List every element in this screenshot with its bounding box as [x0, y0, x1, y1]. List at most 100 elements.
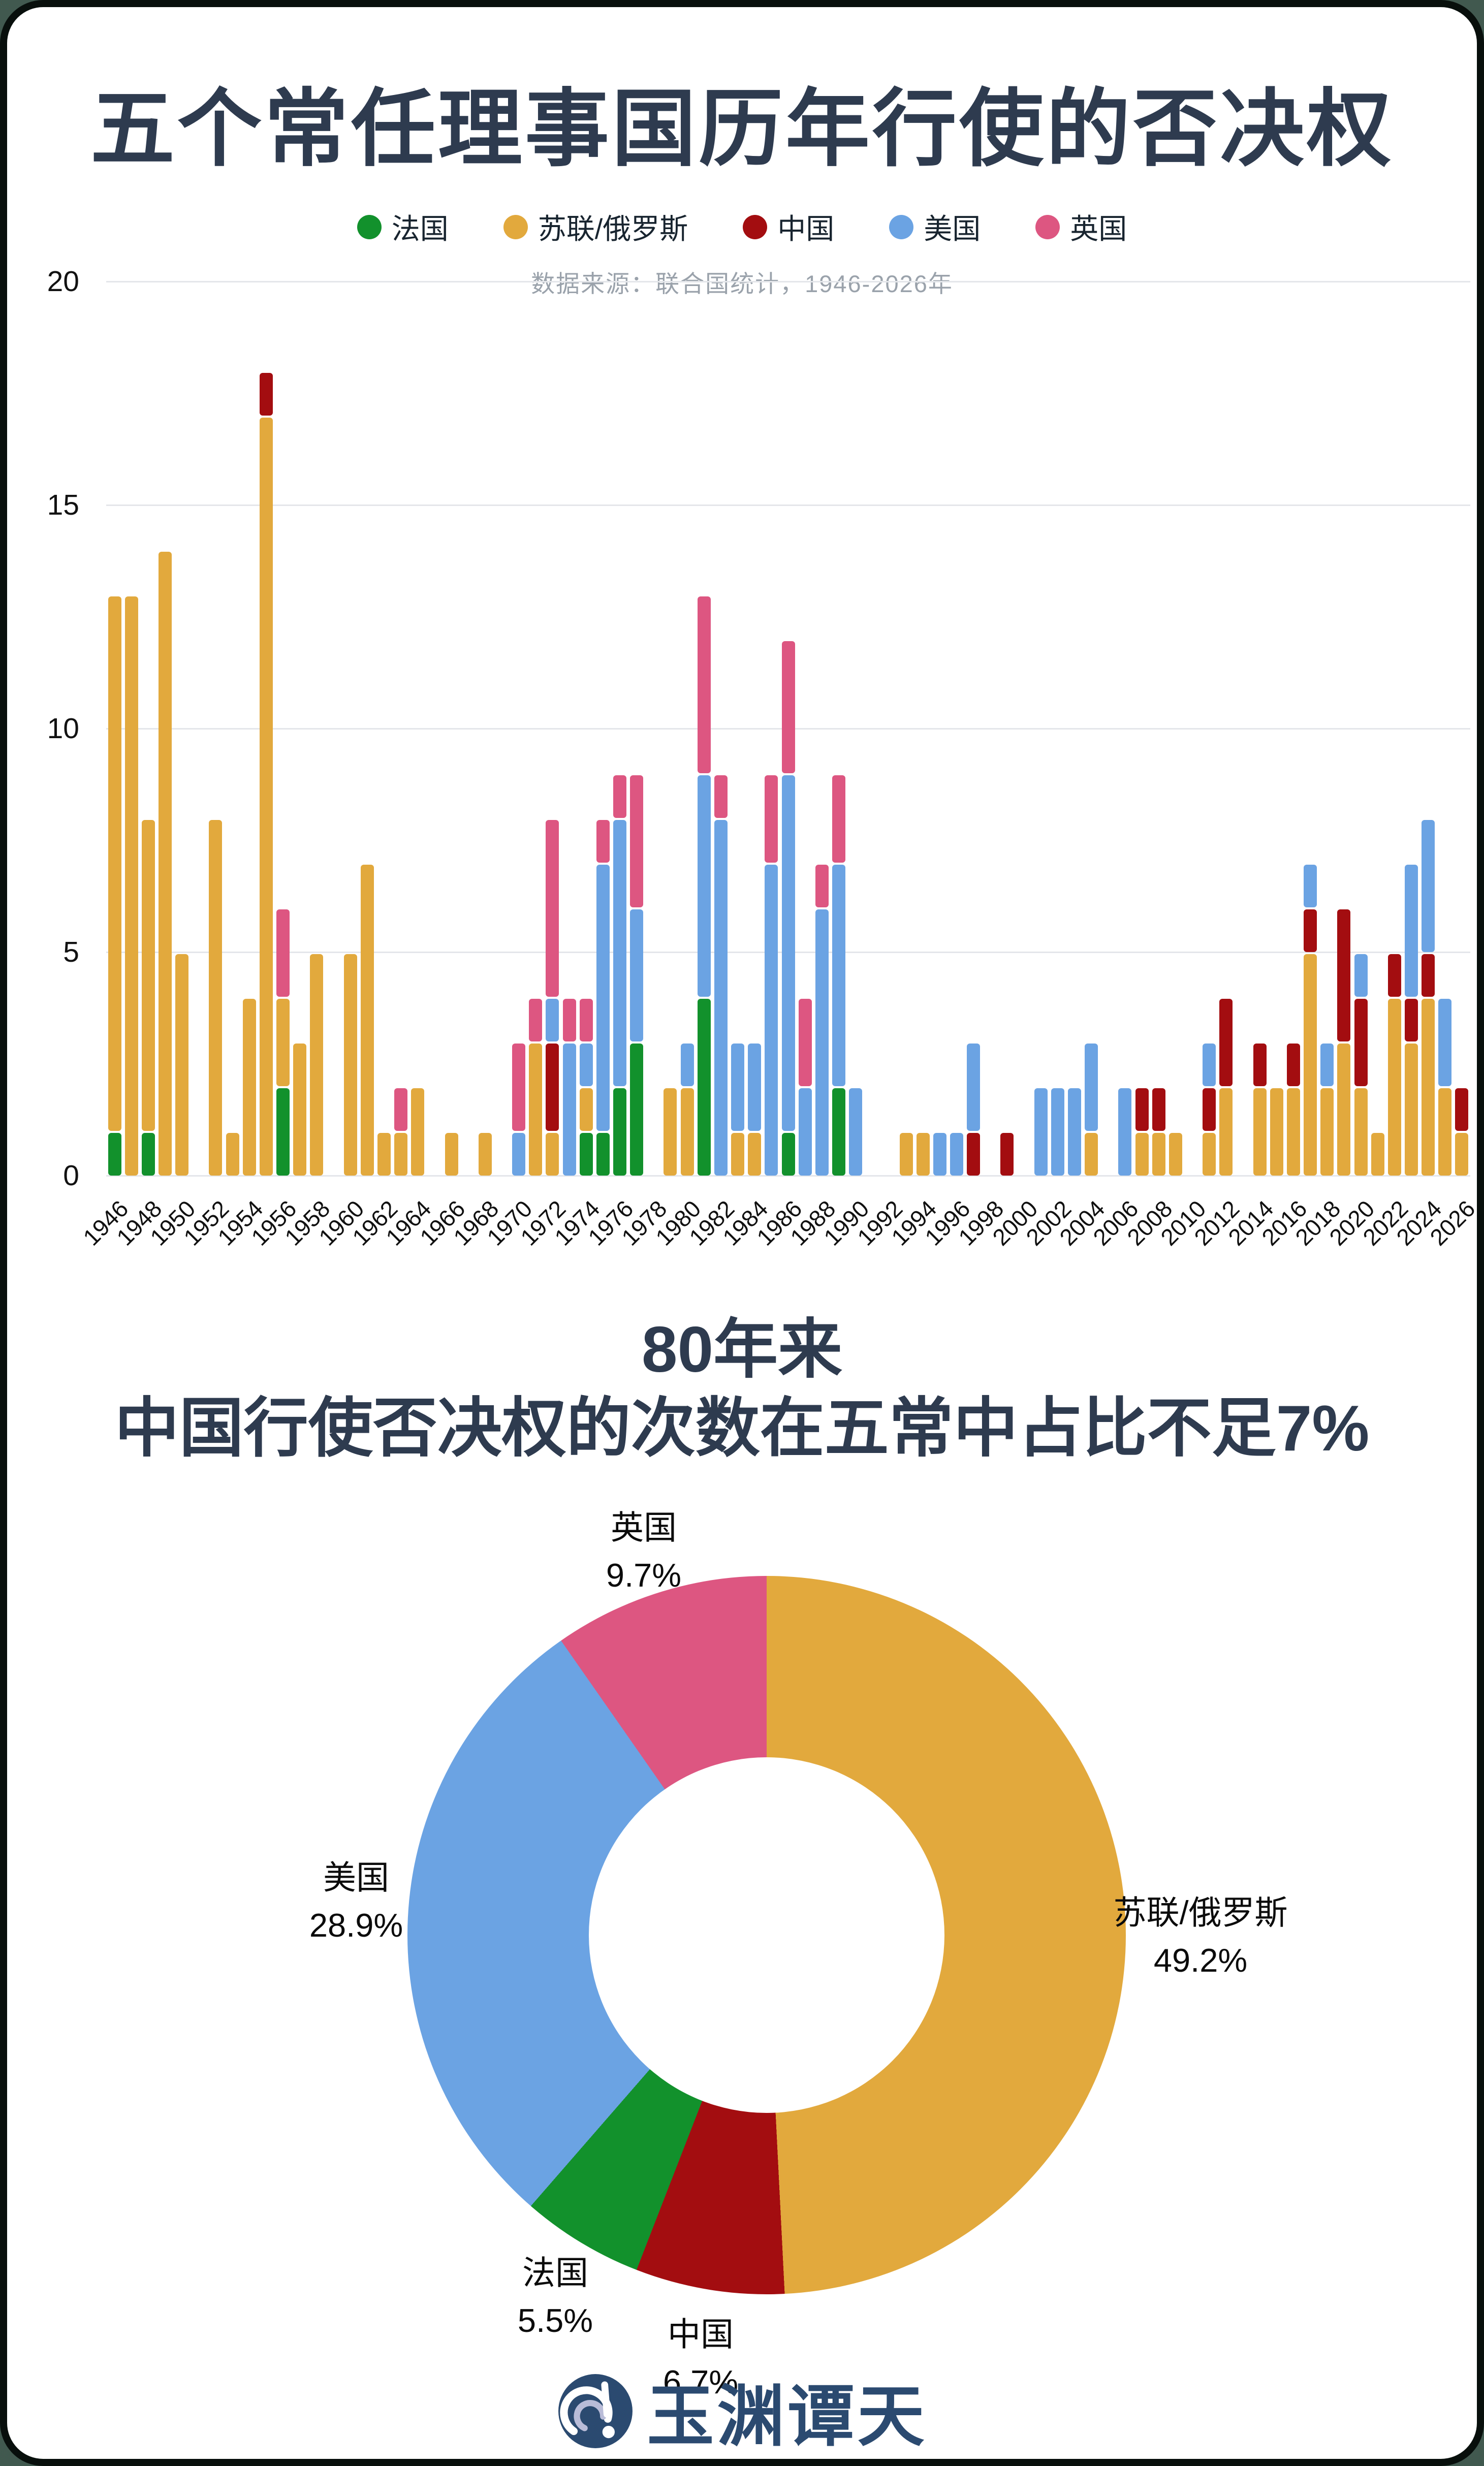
bar-segment: [1169, 1133, 1182, 1176]
bar-segment: [394, 1133, 408, 1176]
legend-color-dot-icon: [743, 214, 768, 239]
bar-segment: [596, 865, 610, 1131]
bar-segment: [108, 1133, 121, 1176]
bar-segment: [1219, 999, 1233, 1086]
pie-slice-label: 英国 9.7%: [606, 1504, 681, 1600]
bar-segment: [1422, 954, 1435, 997]
bar-segment: [546, 1133, 559, 1176]
bar-segment: [377, 1133, 391, 1176]
bar-segment: [579, 1088, 593, 1131]
gridline: [106, 504, 1470, 506]
legend-item: 苏联/俄罗斯: [503, 206, 688, 247]
bar-segment: [1304, 909, 1317, 952]
bar-segment: [579, 1133, 593, 1176]
bar-segment: [731, 1044, 745, 1131]
pie-title: 80年来 中国行使否决权的次数在五常中占比不足7%: [7, 1310, 1477, 1468]
legend-color-dot-icon: [1035, 214, 1060, 239]
legend-item: 法国: [357, 206, 449, 247]
bar-segment: [849, 1088, 863, 1176]
pie-slice-name: 法国: [522, 2254, 588, 2291]
bar-segment: [276, 909, 290, 997]
bar-segment: [899, 1133, 913, 1176]
bar-segment: [1354, 954, 1368, 997]
donut-chart: [407, 1576, 1126, 2294]
bar-segment: [141, 820, 155, 1131]
bar-segment: [630, 909, 644, 1041]
legend: 法国 苏联/俄罗斯 中国 美国 英国: [7, 206, 1477, 247]
legend-item-label: 法国: [391, 213, 449, 245]
bar-segment: [1404, 999, 1418, 1041]
bar-segment: [630, 775, 644, 907]
bar-segment: [1051, 1088, 1064, 1176]
bar-segment: [798, 1088, 812, 1176]
bar-segment: [832, 775, 845, 863]
bar-segment: [1000, 1133, 1014, 1176]
legend-item: 中国: [743, 206, 834, 247]
bar-segment: [1438, 1088, 1452, 1176]
bar-segment: [276, 999, 290, 1086]
pie-slice-label: 中国 6.7%: [663, 2311, 738, 2407]
bar-segment: [613, 775, 627, 818]
bar-segment: [1085, 1133, 1098, 1176]
bar-segment: [933, 1133, 946, 1176]
y-axis-tick-label: 20: [47, 265, 79, 298]
y-axis-tick-label: 15: [47, 489, 79, 521]
bar-segment: [1270, 1088, 1283, 1176]
pie-slice-label: 美国 28.9%: [309, 1854, 403, 1950]
bar-segment: [546, 999, 559, 1041]
legend-item-label: 英国: [1070, 213, 1127, 245]
bar-segment: [630, 1044, 644, 1176]
bar-segment: [1118, 1088, 1132, 1176]
pie-slice-percentage: 6.7%: [662, 2363, 739, 2400]
bar-segment: [1337, 909, 1351, 1041]
bar-segment: [765, 775, 778, 863]
bar-segment: [175, 954, 189, 1176]
bar-segment: [613, 1088, 627, 1176]
logo-text: 玉渊谭天: [647, 2379, 928, 2454]
pie-slice-name: 美国: [323, 1858, 389, 1896]
bar-segment: [411, 1088, 425, 1176]
bar-segment: [1320, 1044, 1334, 1086]
bar-segment: [445, 1133, 458, 1176]
bar-segment: [596, 1133, 610, 1176]
bar-segment: [1404, 865, 1418, 997]
bar-segment: [1304, 954, 1317, 1176]
bar-segment: [1387, 954, 1401, 997]
bar-segment: [832, 865, 845, 1086]
bar-segment: [562, 1044, 576, 1176]
y-axis-tick-label: 0: [63, 1159, 79, 1192]
gridline: [106, 1175, 1470, 1177]
bar-segment: [159, 552, 172, 1176]
bar-segment: [1387, 999, 1401, 1176]
bar-segment: [259, 373, 273, 416]
pie-title-line1: 80年来: [641, 1313, 843, 1385]
bar-segment: [529, 1044, 543, 1176]
bar-segment: [798, 999, 812, 1086]
bar-segment: [478, 1133, 492, 1176]
legend-color-dot-icon: [889, 214, 914, 239]
bar-segment: [1253, 1088, 1267, 1176]
pie-slice-name: 苏联/俄罗斯: [1113, 1893, 1288, 1931]
bar-segment: [562, 999, 576, 1041]
legend-item: 英国: [1035, 206, 1127, 247]
bar-segment: [1286, 1088, 1300, 1176]
legend-item-label: 苏联/俄罗斯: [538, 213, 688, 245]
legend-item: 美国: [889, 206, 981, 247]
bar-segment: [579, 1044, 593, 1086]
bar-segment: [1203, 1044, 1216, 1086]
bar-segment: [613, 820, 627, 1086]
legend-color-dot-icon: [503, 214, 528, 239]
pie-slice-percentage: 49.2%: [1153, 1942, 1248, 1979]
bar-segment: [579, 999, 593, 1041]
bar-segment: [680, 1088, 694, 1176]
bar-segment: [546, 1044, 559, 1131]
legend-item-label: 美国: [924, 213, 981, 245]
bar-segment: [226, 1133, 239, 1176]
bar-segment: [697, 999, 711, 1176]
bar-segment: [1152, 1133, 1165, 1176]
bar-segment: [748, 1133, 762, 1176]
bar-segment: [765, 865, 778, 1176]
legend-item-label: 中国: [777, 213, 835, 245]
bar-segment: [697, 596, 711, 773]
